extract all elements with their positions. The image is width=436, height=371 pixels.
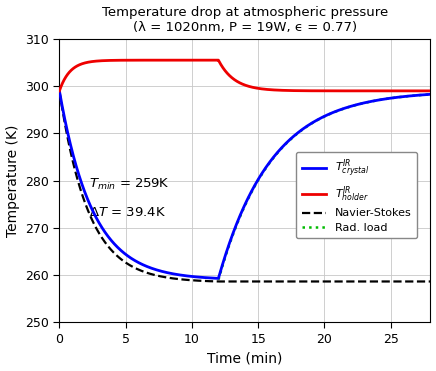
Y-axis label: Temperature (K): Temperature (K) [6, 125, 20, 237]
$T^{IR}_{holder}$ [428, 89, 433, 93]
Navier-Stokes [428, 279, 433, 284]
Text: $T_{min}$ = 259K: $T_{min}$ = 259K [89, 177, 170, 192]
Navier-Stokes [99, 235, 104, 240]
Rad. load [381, 97, 386, 102]
$T^{IR}_{crystal}$ [99, 225, 104, 229]
Navier-Stokes [57, 89, 62, 93]
Rad. load [428, 92, 433, 96]
Line: Navier-Stokes: Navier-Stokes [59, 91, 430, 282]
Navier-Stokes [216, 279, 221, 284]
Legend: $T^{IR}_{crystal}$, $T^{IR}_{holder}$, Navier-Stokes, Rad. load: $T^{IR}_{crystal}$, $T^{IR}_{holder}$, N… [296, 152, 417, 239]
$T^{IR}_{holder}$ [199, 58, 204, 62]
$T^{IR}_{crystal}$ [215, 276, 220, 280]
$T^{IR}_{holder}$ [216, 58, 221, 62]
X-axis label: Time (min): Time (min) [207, 351, 283, 365]
$T^{IR}_{crystal}$ [199, 275, 204, 280]
$T^{IR}_{crystal}$ [57, 89, 62, 93]
$T^{IR}_{crystal}$ [216, 276, 221, 280]
Navier-Stokes [381, 279, 386, 284]
$T^{IR}_{holder}$ [381, 89, 386, 93]
Navier-Stokes [421, 279, 426, 284]
$T^{IR}_{holder}$ [121, 58, 126, 62]
$T^{IR}_{holder}$ [215, 58, 220, 62]
Title: Temperature drop at atmospheric pressure
(λ = 1020nm, P = 19W, ϵ = 0.77): Temperature drop at atmospheric pressure… [102, 6, 388, 33]
Line: $T^{IR}_{holder}$: $T^{IR}_{holder}$ [59, 60, 430, 91]
$T^{IR}_{crystal}$ [428, 92, 433, 96]
$T^{IR}_{crystal}$ [421, 93, 426, 97]
Line: $T^{IR}_{crystal}$: $T^{IR}_{crystal}$ [59, 91, 430, 278]
Navier-Stokes [199, 279, 204, 283]
Text: $\Delta T$ = 39.4K: $\Delta T$ = 39.4K [89, 206, 166, 219]
$T^{IR}_{crystal}$ [121, 250, 126, 255]
Line: Rad. load: Rad. load [218, 94, 430, 280]
$T^{IR}_{crystal}$ [381, 97, 386, 101]
Navier-Stokes [215, 279, 220, 284]
$T^{IR}_{holder}$ [99, 59, 104, 63]
Navier-Stokes [121, 259, 126, 263]
$T^{IR}_{holder}$ [57, 89, 62, 93]
$T^{IR}_{holder}$ [421, 89, 426, 93]
Rad. load [421, 93, 426, 97]
